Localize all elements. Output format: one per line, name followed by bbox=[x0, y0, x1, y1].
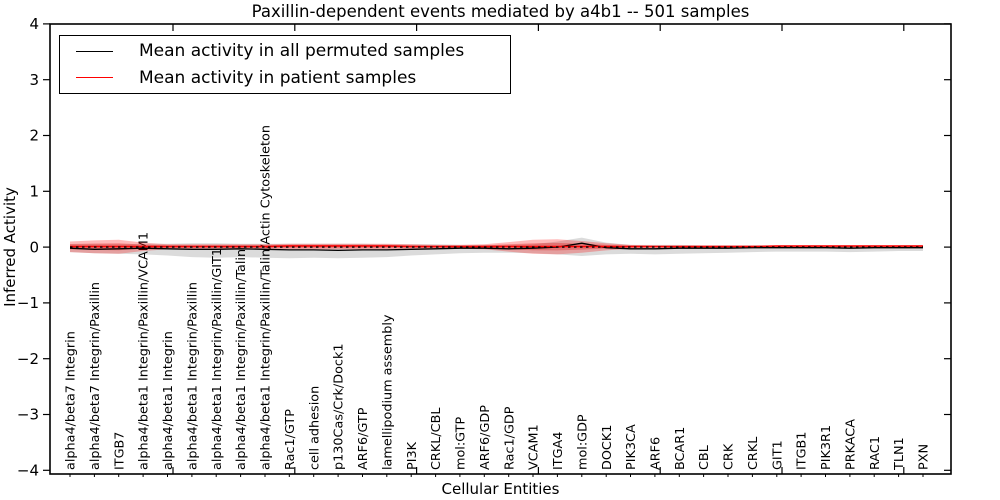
x-tick-label: ARF6/GTP bbox=[356, 407, 371, 470]
x-tick-label: alpha4/beta1 Integrin bbox=[161, 331, 176, 470]
x-tick-label: cell adhesion bbox=[307, 386, 322, 470]
x-tick-label: mol:GDP bbox=[575, 414, 590, 470]
x-tick-label: CRK bbox=[722, 443, 737, 470]
x-tick-label: RAC1 bbox=[868, 436, 883, 470]
y-tick-label: 0 bbox=[29, 238, 39, 256]
x-tick-label: ITGA4 bbox=[551, 432, 566, 470]
x-tick-label: alpha4/beta1 Integrin/Paxillin/GIT1 bbox=[210, 248, 225, 470]
legend-item-permuted: Mean activity in all permuted samples bbox=[76, 41, 510, 61]
x-tick-label: mol:GTP bbox=[454, 417, 469, 470]
chart-title: Paxillin-dependent events mediated by a4… bbox=[251, 2, 750, 21]
x-tick-label: PIK3R1 bbox=[819, 425, 834, 470]
legend-item-patient: Mean activity in patient samples bbox=[76, 68, 510, 88]
x-tick-label: alpha4/beta7 Integrin/Paxillin bbox=[88, 282, 103, 470]
x-tick-label: CRKL/CBL bbox=[429, 407, 444, 470]
x-tick-label: ITGB1 bbox=[795, 432, 810, 470]
y-tick-label: 2 bbox=[29, 127, 39, 145]
legend-box: Mean activity in all permuted samples Me… bbox=[59, 35, 511, 94]
legend-label-permuted: Mean activity in all permuted samples bbox=[139, 41, 465, 62]
x-tick-label: VCAM1 bbox=[527, 424, 542, 470]
x-tick-label: ITGB7 bbox=[112, 432, 127, 470]
x-tick-label: PRKACA bbox=[844, 419, 859, 470]
y-tick-label: 1 bbox=[29, 183, 39, 201]
x-tick-label: ARF6 bbox=[649, 437, 664, 470]
y-tick-label: −2 bbox=[17, 350, 39, 368]
legend-label-patient: Mean activity in patient samples bbox=[139, 67, 417, 88]
permuted-mean-line bbox=[69, 242, 923, 252]
x-tick-label: lamellipodium assembly bbox=[380, 314, 395, 470]
x-tick-label: alpha4/beta1 Integrin/Paxillin/VCAM1 bbox=[137, 232, 152, 470]
x-tick-label: alpha4/beta1 Integrin/Paxillin/Talin bbox=[234, 249, 249, 470]
x-tick-label: PIK3CA bbox=[624, 424, 639, 470]
permuted-line-sample bbox=[76, 50, 113, 52]
x-tick-label: CRKL bbox=[746, 436, 761, 470]
x-tick-label: CBL bbox=[697, 444, 712, 470]
x-tick-label: PXN bbox=[917, 444, 932, 470]
y-tick-label: 3 bbox=[29, 71, 39, 89]
x-tick-labels: alpha4/beta7 Integrin alpha4/beta7 Integr… bbox=[64, 125, 932, 471]
x-tick-label: PI3K bbox=[405, 441, 420, 470]
y-axis-label: Inferred Activity bbox=[1, 187, 19, 307]
y-tick-label: −3 bbox=[17, 406, 39, 424]
x-tick-label: alpha4/beta1 Integrin/Paxillin/Talin/Act… bbox=[259, 125, 274, 470]
x-tick-label: alpha4/beta7 Integrin bbox=[64, 331, 79, 470]
y-ticks bbox=[43, 23, 951, 471]
x-tick-label: ARF6/GDP bbox=[478, 405, 493, 470]
y-tick-label: −1 bbox=[17, 294, 39, 312]
x-axis-label: Cellular Entities bbox=[441, 480, 560, 498]
x-tick-label: GIT1 bbox=[770, 440, 785, 470]
x-tick-label: BCAR1 bbox=[673, 427, 688, 470]
x-tick-label: TLN1 bbox=[892, 437, 907, 471]
patient-line-sample bbox=[76, 77, 113, 79]
x-tick-label: Rac1/GDP bbox=[502, 406, 517, 470]
y-tick-label: 4 bbox=[29, 15, 39, 33]
x-tick-label: p130Cas/Crk/Dock1 bbox=[332, 344, 347, 471]
x-entity-ticks bbox=[69, 474, 924, 477]
x-tick-label: DOCK1 bbox=[600, 425, 615, 470]
y-tick-label: −4 bbox=[17, 462, 39, 480]
x-tick-label: Rac1/GTP bbox=[283, 409, 298, 470]
axes-box bbox=[49, 23, 952, 475]
y-tick-labels: 4 3 2 1 0 −1 −2 −3 −4 bbox=[17, 15, 39, 479]
x-tick-label: alpha4/beta1 Integrin/Paxillin bbox=[186, 282, 201, 470]
x-ticks bbox=[172, 24, 905, 474]
